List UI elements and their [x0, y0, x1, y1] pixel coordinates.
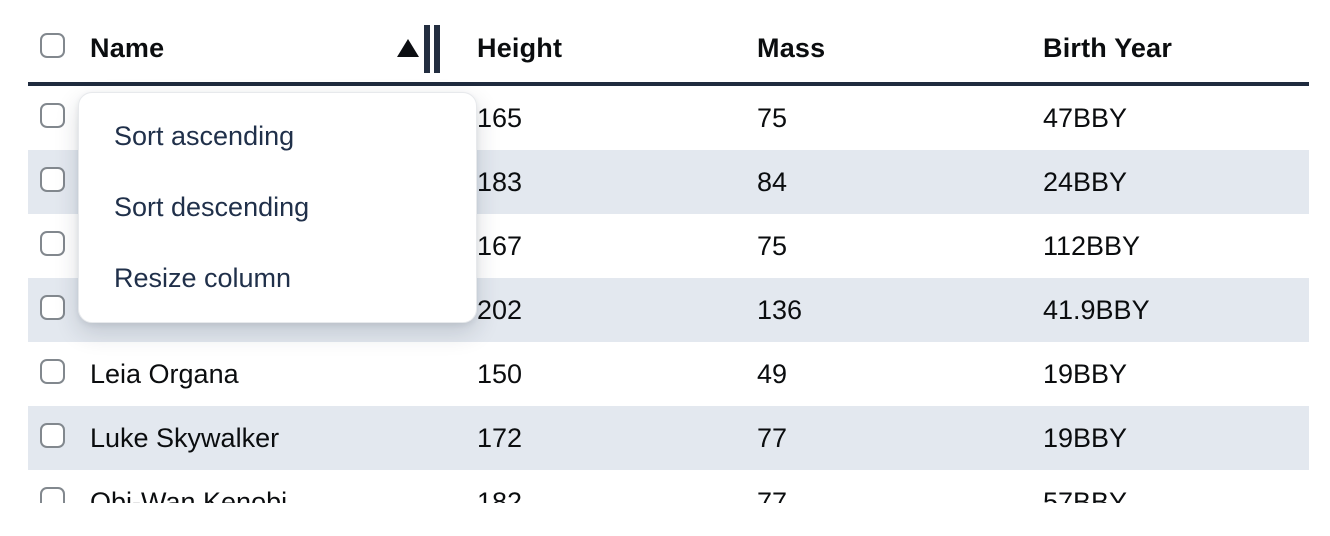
row-checkbox[interactable] — [40, 487, 65, 503]
cell-birth-year: 19BBY — [1043, 422, 1128, 453]
cell-mass: 75 — [757, 102, 788, 133]
cell-name: Obi-Wan Kenobi — [90, 486, 288, 504]
cell-name: Luke Skywalker — [90, 422, 280, 453]
cell-birth-year: 57BBY — [1043, 486, 1128, 504]
row-checkbox[interactable] — [40, 423, 65, 448]
cell-birth-year: 24BBY — [1043, 166, 1128, 197]
cell-birth-year: 47BBY — [1043, 102, 1128, 133]
cell-mass: 136 — [757, 294, 803, 325]
cell-height: 202 — [477, 294, 523, 325]
cell-mass: 84 — [757, 166, 788, 197]
menu-item-sort-ascending[interactable]: Sort ascending — [114, 121, 295, 151]
table-row: Obi-Wan Kenobi 182 77 57BBY — [28, 470, 1309, 503]
column-header-mass-label: Mass — [757, 32, 826, 63]
column-header-birth-year-label: Birth Year — [1043, 32, 1173, 63]
resize-bar-right — [434, 25, 440, 73]
cell-mass: 77 — [757, 422, 788, 453]
cell-mass: 77 — [757, 486, 788, 504]
cell-height: 150 — [477, 358, 523, 389]
table-row: Luke Skywalker 172 77 19BBY — [28, 406, 1309, 470]
column-resize-handle-icon[interactable] — [424, 25, 440, 73]
column-header-height-label: Height — [477, 32, 563, 63]
column-header-height[interactable]: Height — [477, 33, 757, 64]
row-checkbox[interactable] — [40, 295, 65, 320]
menu-item-sort-descending[interactable]: Sort descending — [114, 192, 310, 222]
cell-height: 183 — [477, 166, 523, 197]
column-header-birth-year[interactable]: Birth Year — [1043, 33, 1309, 64]
table-header-row: Name Height Mass Birth Year — [28, 0, 1309, 86]
header-select-cell — [28, 33, 90, 63]
table-row: Leia Organa 150 49 19BBY — [28, 342, 1309, 406]
cell-height: 182 — [477, 486, 523, 504]
cell-mass: 49 — [757, 358, 788, 389]
row-checkbox[interactable] — [40, 103, 65, 128]
row-checkbox[interactable] — [40, 231, 65, 256]
cell-height: 165 — [477, 102, 523, 133]
resize-bar-left — [424, 25, 430, 73]
column-header-name-label: Name — [90, 32, 165, 63]
column-context-menu: Sort ascending Sort descending Resize co… — [78, 92, 477, 323]
cell-mass: 75 — [757, 230, 788, 261]
cell-birth-year: 19BBY — [1043, 358, 1128, 389]
cell-height: 167 — [477, 230, 523, 261]
row-checkbox[interactable] — [40, 167, 65, 192]
cell-birth-year: 41.9BBY — [1043, 294, 1150, 325]
row-checkbox[interactable] — [40, 359, 65, 384]
column-header-mass[interactable]: Mass — [757, 33, 1043, 64]
cell-name: Leia Organa — [90, 358, 239, 389]
sort-ascending-icon — [397, 39, 419, 57]
menu-item-resize-column[interactable]: Resize column — [114, 263, 292, 293]
cell-height: 172 — [477, 422, 523, 453]
select-all-checkbox[interactable] — [40, 33, 65, 58]
column-header-name[interactable]: Name — [90, 33, 477, 64]
cell-birth-year: 112BBY — [1043, 230, 1141, 261]
